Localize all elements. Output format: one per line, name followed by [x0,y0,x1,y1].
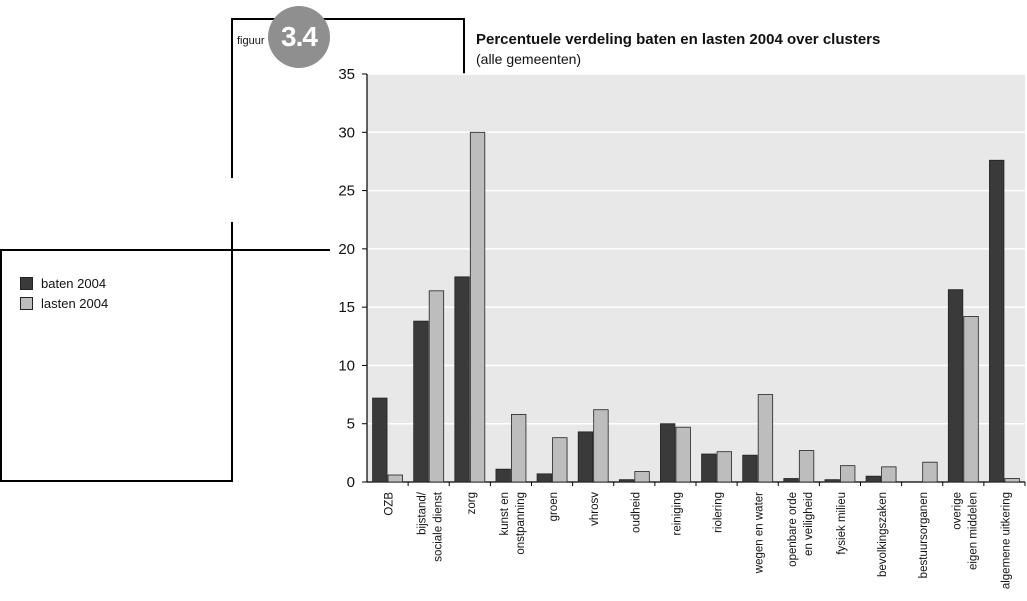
bar-baten [618,479,635,483]
bar-lasten [840,465,856,483]
bar-baten [947,289,964,483]
category-label: wegen en water [754,492,766,574]
y-tick-label: 25 [338,183,355,200]
figure-label: figuur [237,35,265,47]
frame-line-horizontal [0,249,330,251]
bar-baten [372,397,388,483]
y-tick-label: 10 [338,357,355,374]
legend-label-lasten: lasten 2004 [41,296,109,311]
figure-number-badge: 3.4 [268,6,330,68]
frame-line-left-upper [231,18,233,178]
chart-subtitle: (alle gemeenten) [476,51,582,67]
frame-line-legend-bottom [0,480,233,482]
category-label: sociale dienst [433,491,445,561]
category-label: bijstand/ [417,491,429,535]
bar-baten [742,454,758,483]
bar-baten [824,479,840,483]
bar-baten [865,475,881,483]
bar-lasten [593,409,609,483]
bar-baten [495,468,511,483]
bar-baten [783,478,799,483]
legend-item-baten: baten 2004 [20,276,106,291]
category-label: eigen middelen [967,492,979,570]
y-tick-label: 0 [347,474,355,491]
legend-swatch-lasten [20,297,33,310]
category-label: oudheid [630,492,642,533]
bar-baten [660,423,676,483]
bar-lasten [469,131,486,483]
bar-lasten [675,426,691,483]
bar-lasten [963,316,979,483]
bar-baten [536,473,552,483]
category-label: openbare orde [787,492,799,567]
category-label: en veiligheid [803,492,815,556]
category-label: bevolkingszaken [877,492,889,577]
bar-lasten [428,290,445,483]
legend-label-baten: baten 2004 [41,276,107,291]
bar-baten [454,276,470,483]
category-label: overige [951,492,963,530]
bar-lasten [387,474,403,483]
frame-line-left-mid [231,222,233,480]
y-tick-label: 35 [338,66,355,83]
frame-line-top [232,18,464,20]
bar-baten [989,159,1005,483]
category-label: groen [548,492,560,521]
legend-swatch-baten [20,277,33,290]
category-label: bestuursorganen [918,492,930,578]
y-tick-label: 20 [338,241,355,258]
category-label: fysiek milieu [836,492,848,555]
bar-baten [413,320,429,483]
category-label: reiniging [671,492,683,535]
y-tick-label: 5 [347,416,355,433]
bar-lasten [757,394,774,483]
frame-line-legend-left [0,249,2,481]
y-tick-label: 15 [338,299,355,316]
bar-lasten [1004,478,1020,483]
bar-baten [701,453,717,483]
category-label: kunst en [499,492,511,535]
bar-lasten [511,413,527,483]
category-label: vhrosv [589,492,601,526]
y-tick-label: 30 [338,124,355,141]
frame-line-right-upper [463,18,465,74]
bar-lasten [552,437,568,483]
bar-lasten [798,450,815,483]
bar-baten [577,431,594,483]
bar-lasten [634,471,650,483]
category-label: OZB [384,492,396,516]
chart-title: Percentuele verdeling baten en lasten 20… [476,31,881,48]
bar-lasten [922,461,938,483]
category-label: algemene uitkering [1000,492,1012,589]
category-label: riolering [713,492,725,533]
legend-item-lasten: lasten 2004 [20,296,108,311]
category-label: zorg [466,492,478,514]
bar-lasten [716,451,732,483]
bar-lasten [881,466,897,483]
category-label: onstpanning [515,492,527,555]
